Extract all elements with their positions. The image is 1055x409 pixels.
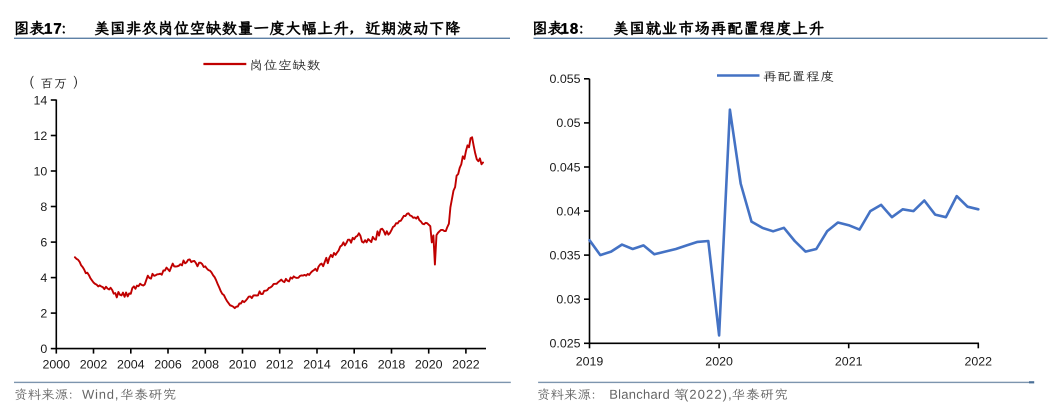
svg-text:2008: 2008 <box>192 357 220 371</box>
svg-text:0: 0 <box>40 342 47 356</box>
svg-text:6: 6 <box>40 235 47 249</box>
svg-text:2020: 2020 <box>705 354 733 368</box>
svg-text:2022: 2022 <box>965 354 993 368</box>
svg-text:2020: 2020 <box>415 357 443 371</box>
svg-text:0.025: 0.025 <box>549 337 580 351</box>
svg-text:2019: 2019 <box>576 354 604 368</box>
svg-text:0.03: 0.03 <box>556 293 580 307</box>
svg-text:0.035: 0.035 <box>549 248 580 262</box>
svg-text:4: 4 <box>40 271 47 285</box>
svg-text:10: 10 <box>34 164 48 178</box>
svg-text:0.05: 0.05 <box>556 116 580 130</box>
svg-text:2002: 2002 <box>80 357 108 371</box>
svg-text:2021: 2021 <box>835 354 863 368</box>
svg-text:0.045: 0.045 <box>549 160 580 174</box>
svg-text:2004: 2004 <box>117 357 145 371</box>
svg-text:2000: 2000 <box>43 357 71 371</box>
svg-text:2022: 2022 <box>452 357 480 371</box>
svg-text:12: 12 <box>34 129 48 143</box>
svg-text:2012: 2012 <box>266 357 294 371</box>
svg-text:2010: 2010 <box>229 357 257 371</box>
svg-text:8: 8 <box>40 200 47 214</box>
svg-text:2: 2 <box>40 306 47 320</box>
svg-text:2006: 2006 <box>154 357 182 371</box>
svg-text:2014: 2014 <box>303 357 331 371</box>
svg-text:14: 14 <box>34 93 48 107</box>
svg-text:0.055: 0.055 <box>549 72 580 86</box>
svg-text:2018: 2018 <box>378 357 406 371</box>
svg-text:2016: 2016 <box>340 357 368 371</box>
svg-text:0.04: 0.04 <box>556 204 580 218</box>
